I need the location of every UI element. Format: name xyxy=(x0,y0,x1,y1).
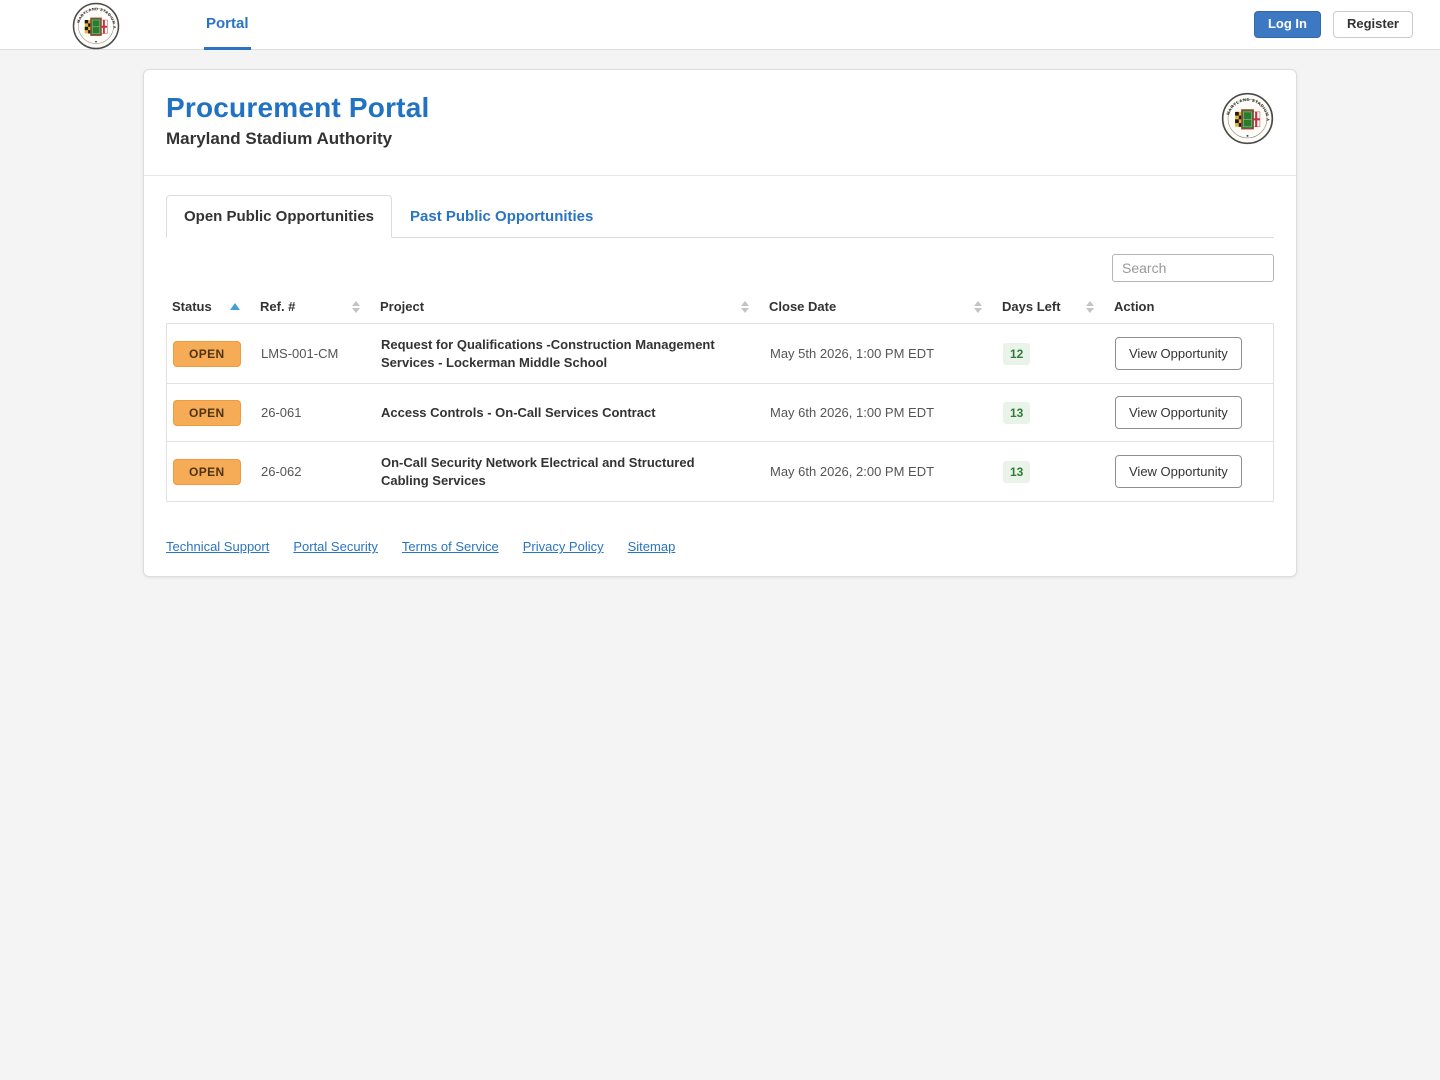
column-header-status[interactable]: Status xyxy=(166,290,252,323)
sort-icon xyxy=(974,300,982,313)
column-header-ref[interactable]: Ref. # xyxy=(252,290,372,323)
footer-links: Technical Support Portal Security Terms … xyxy=(166,539,1274,554)
ref-number: LMS-001-CM xyxy=(261,346,339,362)
tab-past-public-opportunities[interactable]: Past Public Opportunities xyxy=(410,208,594,225)
project-title: Access Controls - On-Call Services Contr… xyxy=(381,404,656,420)
column-header-days-left[interactable]: Days Left xyxy=(994,290,1106,323)
table-row: OPEN 26-062 On-Call Security Network Ele… xyxy=(167,441,1273,501)
top-navbar: Portal Log In Register xyxy=(0,0,1440,50)
table-row: OPEN LMS-001-CM Request for Qualificatio… xyxy=(167,324,1273,383)
tab-open-public-opportunities[interactable]: Open Public Opportunities xyxy=(166,195,393,238)
status-badge: OPEN xyxy=(173,340,241,367)
days-left-badge: 13 xyxy=(1003,460,1031,483)
close-date: May 6th 2026, 1:00 PM EDT xyxy=(770,405,935,421)
portal-link[interactable]: Portal xyxy=(206,14,249,32)
technical-support-link[interactable]: Technical Support xyxy=(166,539,270,555)
project-title: On-Call Security Network Electrical and … xyxy=(381,455,695,488)
card-header: Procurement Portal Maryland Stadium Auth… xyxy=(166,92,1274,149)
table-header-row: Status Ref. # Project Close Date Days Le… xyxy=(166,290,1274,323)
view-opportunity-button[interactable]: View Opportunity xyxy=(1115,337,1242,371)
page-subtitle: Maryland Stadium Authority xyxy=(166,129,393,148)
search-input[interactable] xyxy=(1112,254,1274,282)
sort-ascending-icon xyxy=(230,303,240,310)
msa-seal-icon xyxy=(1221,92,1274,145)
column-header-action: Action xyxy=(1114,299,1155,314)
procurement-portal-card: Procurement Portal Maryland Stadium Auth… xyxy=(143,69,1297,578)
sitemap-link[interactable]: Sitemap xyxy=(627,539,676,555)
msa-seal-icon xyxy=(72,1,120,49)
table-row: OPEN 26-061 Access Controls - On-Call Se… xyxy=(167,383,1273,441)
view-opportunity-button[interactable]: View Opportunity xyxy=(1115,455,1242,489)
view-opportunity-button[interactable]: View Opportunity xyxy=(1115,396,1242,430)
opportunities-table-body: OPEN LMS-001-CM Request for Qualificatio… xyxy=(166,323,1274,503)
project-title: Request for Qualifications -Construction… xyxy=(381,337,715,370)
sort-icon xyxy=(1086,300,1094,313)
close-date: May 6th 2026, 2:00 PM EDT xyxy=(770,464,935,480)
nav-item-portal[interactable]: Portal xyxy=(204,0,251,50)
close-date: May 5th 2026, 1:00 PM EDT xyxy=(770,346,935,362)
title-block: Procurement Portal Maryland Stadium Auth… xyxy=(166,92,429,149)
sort-icon xyxy=(741,300,749,313)
column-header-close-date[interactable]: Close Date xyxy=(761,290,994,323)
terms-of-service-link[interactable]: Terms of Service xyxy=(401,539,499,555)
opportunities-tabs: Open Public Opportunities Past Public Op… xyxy=(166,195,1274,238)
status-badge: OPEN xyxy=(173,458,241,485)
sort-icon xyxy=(352,300,360,313)
register-button[interactable]: Register xyxy=(1332,11,1413,38)
privacy-policy-link[interactable]: Privacy Policy xyxy=(522,539,604,555)
portal-security-link[interactable]: Portal Security xyxy=(293,539,378,555)
header-divider xyxy=(144,175,1296,176)
search-row xyxy=(166,254,1274,282)
days-left-badge: 12 xyxy=(1003,342,1031,365)
days-left-badge: 13 xyxy=(1003,401,1031,424)
status-badge: OPEN xyxy=(173,399,241,426)
ref-number: 26-061 xyxy=(261,405,302,421)
login-button[interactable]: Log In xyxy=(1253,11,1321,38)
column-header-project[interactable]: Project xyxy=(372,290,761,323)
auth-buttons: Log In Register xyxy=(1253,11,1413,38)
ref-number: 26-062 xyxy=(261,464,302,480)
page-title: Procurement Portal xyxy=(166,92,430,123)
